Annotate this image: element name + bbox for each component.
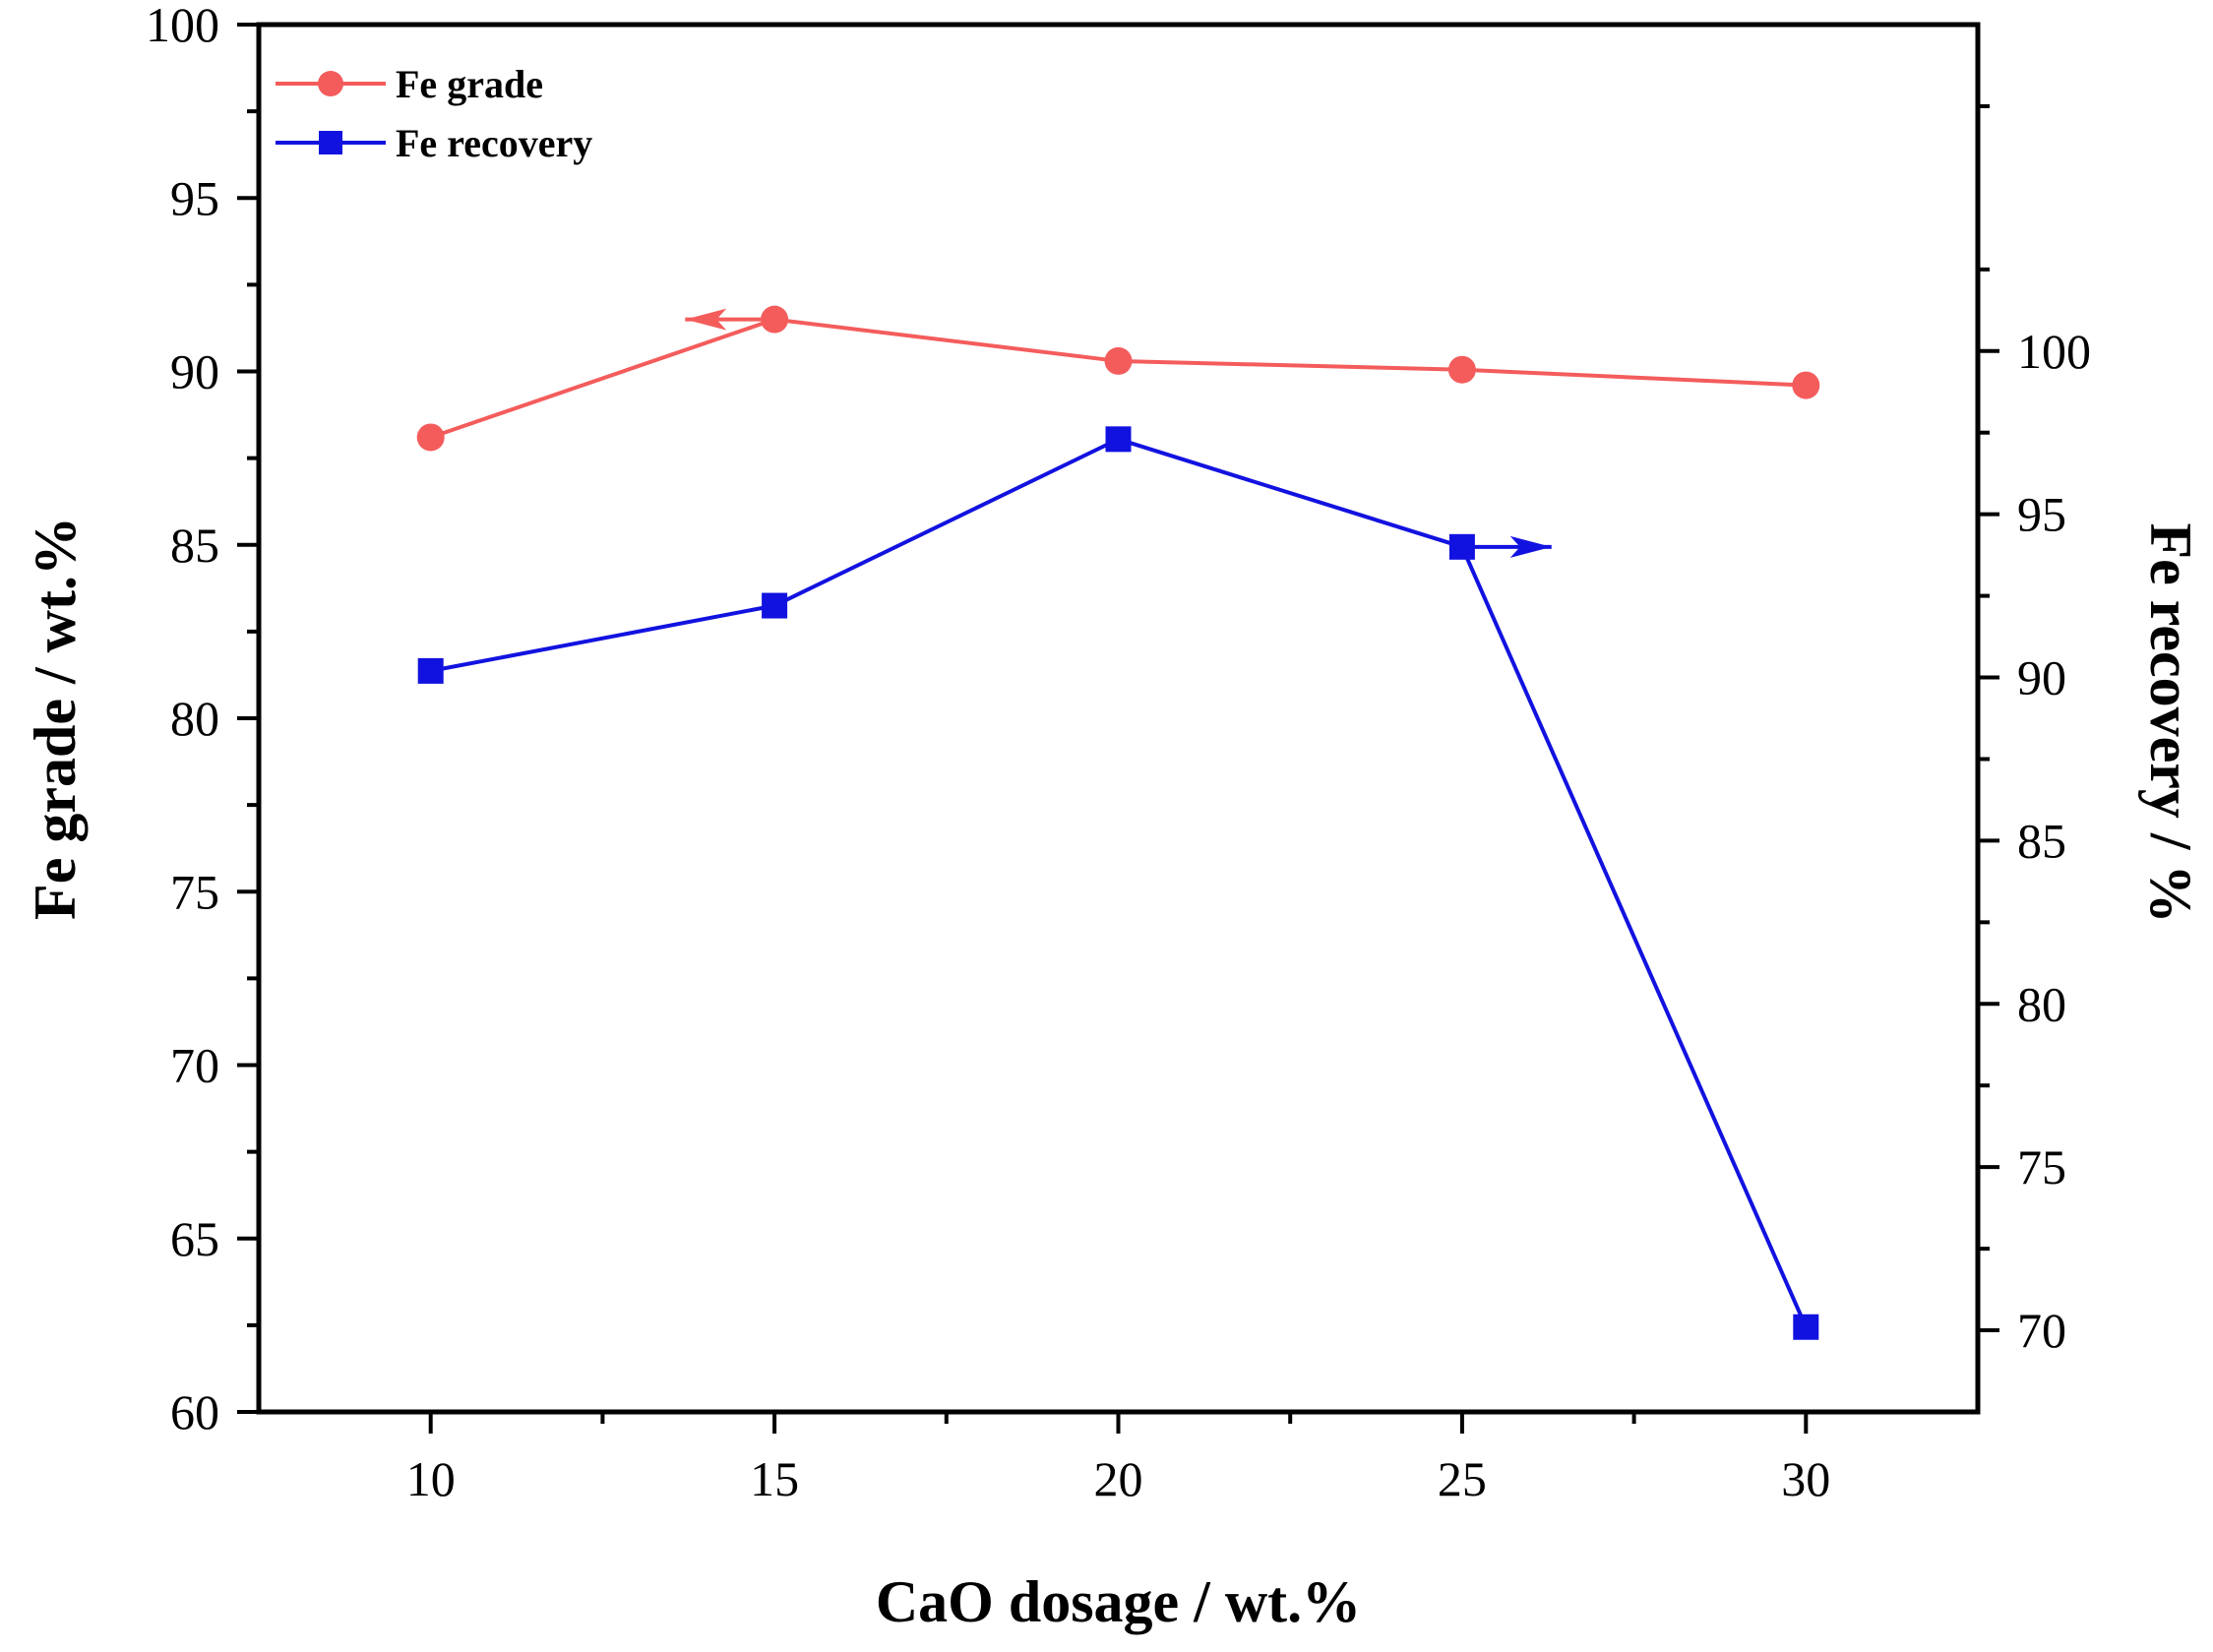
series-layer xyxy=(416,305,1820,1340)
data-point xyxy=(417,657,444,684)
y-tick-label: 60 xyxy=(170,1384,219,1439)
y2-tick-label: 70 xyxy=(2017,1303,2066,1358)
y2-axis-ticks: 70 75 80 85 90 95 100 xyxy=(1978,103,2091,1358)
x-axis-ticks: 10 15 20 25 30 xyxy=(406,1412,1830,1506)
data-point xyxy=(1105,426,1132,453)
y2-tick-label: 100 xyxy=(2017,324,2091,379)
y-tick-label: 85 xyxy=(170,518,219,573)
y-tick-label: 75 xyxy=(170,864,219,919)
series-fe-grade xyxy=(416,305,1820,452)
legend-label: Fe grade xyxy=(396,62,543,106)
x-tick-label: 30 xyxy=(1781,1451,1830,1506)
y2-axis-title: Fe recovery / % xyxy=(2138,522,2203,923)
data-point xyxy=(1793,1314,1819,1340)
y2-tick-label: 80 xyxy=(2017,976,2066,1031)
axis-indicator-arrowhead xyxy=(1509,535,1552,558)
y-tick-label: 100 xyxy=(146,0,219,52)
legend-marker xyxy=(319,131,342,154)
y-tick-label: 65 xyxy=(170,1211,219,1266)
y-axis-title: Fe grade / wt.% xyxy=(23,517,88,920)
data-point xyxy=(1447,355,1476,384)
x-axis-title: CaO dosage / wt.% xyxy=(876,1569,1361,1634)
y-axis-ticks: 60 65 70 75 80 85 90 95 100 xyxy=(146,0,259,1439)
y2-tick-label: 95 xyxy=(2017,487,2066,542)
y2-tick-label: 75 xyxy=(2017,1139,2066,1194)
x-tick-label: 25 xyxy=(1438,1451,1487,1506)
y-tick-label: 70 xyxy=(170,1038,219,1093)
y2-tick-label: 85 xyxy=(2017,813,2066,868)
axis-indicator-arrowhead xyxy=(685,308,727,331)
series-line xyxy=(430,437,1809,1328)
x-tick-label: 15 xyxy=(750,1451,799,1506)
series-line xyxy=(430,317,1807,440)
series-fe-recovery xyxy=(417,426,1819,1340)
data-point xyxy=(416,423,445,452)
plot-frame xyxy=(256,22,1981,1415)
x-tick-label: 10 xyxy=(406,1451,456,1506)
y-tick-label: 95 xyxy=(170,170,219,225)
legend-item-fe-grade: Fe grade xyxy=(276,62,543,106)
y-tick-label: 90 xyxy=(170,344,219,399)
legend: Fe grade Fe recovery xyxy=(276,62,592,165)
data-point xyxy=(761,305,789,334)
data-point xyxy=(1448,533,1475,560)
legend-label: Fe recovery xyxy=(396,121,592,165)
data-point xyxy=(1104,346,1133,375)
y-tick-label: 80 xyxy=(170,691,219,746)
x-tick-label: 20 xyxy=(1094,1451,1143,1506)
legend-marker xyxy=(318,71,343,96)
legend-item-fe-recovery: Fe recovery xyxy=(276,121,592,165)
data-point xyxy=(1792,371,1820,399)
y2-tick-label: 90 xyxy=(2017,650,2066,705)
data-point xyxy=(762,592,788,619)
